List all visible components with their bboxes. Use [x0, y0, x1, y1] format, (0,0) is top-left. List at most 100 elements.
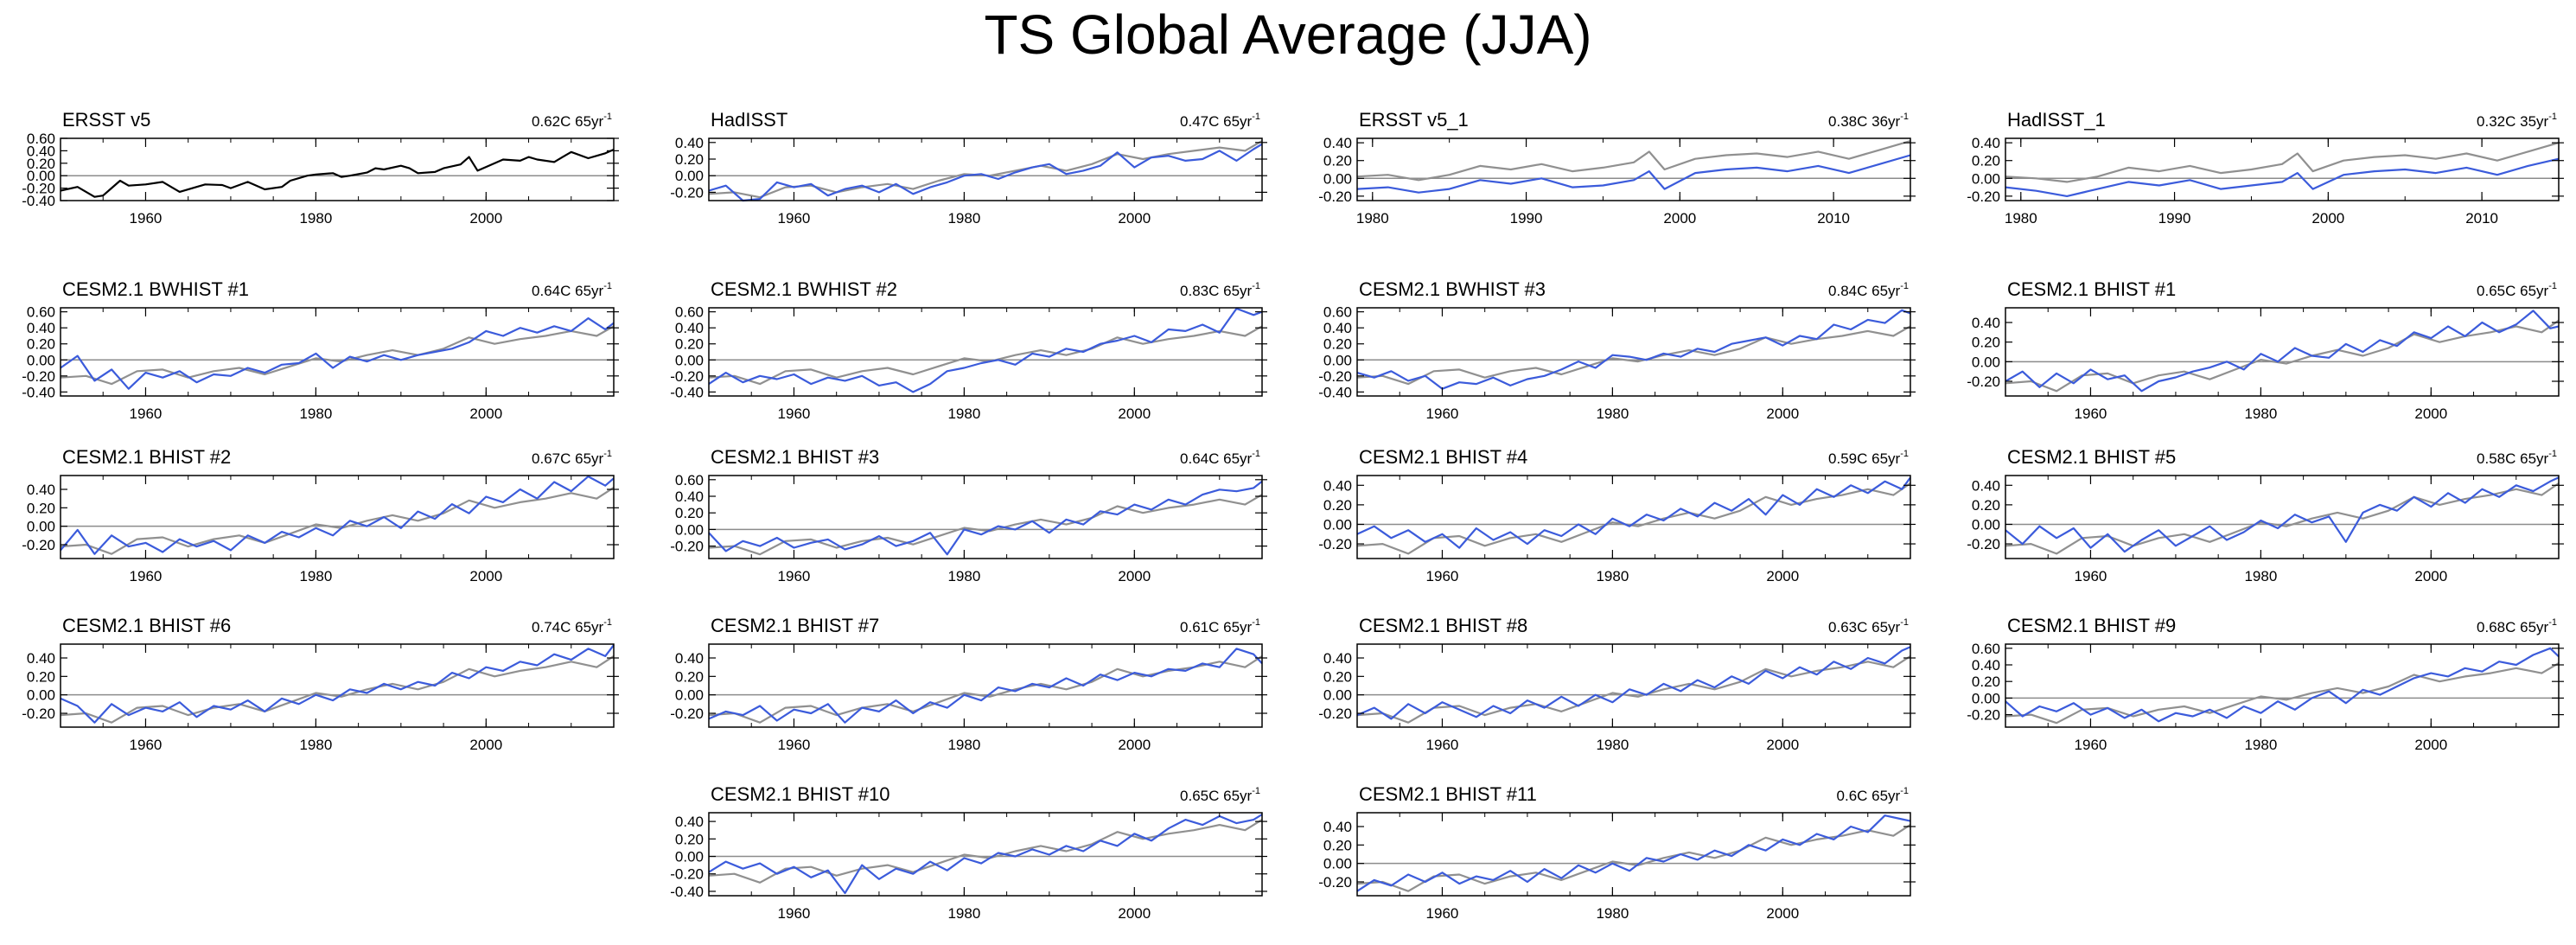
panel-title: CESM2.1 BHIST #1 — [2007, 278, 2176, 300]
y-tick-label: 0.20 — [675, 831, 704, 847]
x-tick-label: 1960 — [1426, 568, 1459, 584]
panel-title: CESM2.1 BHIST #11 — [1359, 783, 1537, 805]
trend-label: 0.32C 35yr-1 — [2477, 112, 2557, 130]
y-tick-label: 0.00 — [1972, 170, 2000, 187]
panel-title: HadISST_1 — [2007, 109, 2106, 131]
y-tick-label: 0.40 — [27, 143, 55, 159]
y-tick-label: -0.40 — [670, 884, 704, 900]
x-tick-label: 2000 — [1766, 405, 1799, 422]
x-tick-label: 1980 — [947, 210, 980, 227]
y-tick-label: 0.40 — [675, 320, 704, 336]
series-line — [708, 307, 1263, 393]
series-line — [708, 814, 1263, 895]
panel-title: CESM2.1 BHIST #2 — [62, 446, 231, 468]
trend-exponent: -1 — [603, 281, 612, 291]
y-tick-label: 0.20 — [27, 336, 55, 353]
y-tick-label: 0.20 — [1323, 837, 1352, 853]
y-tick-label: -0.40 — [670, 384, 704, 400]
y-tick-label: -0.20 — [22, 706, 55, 722]
y-tick-label: -0.20 — [670, 184, 704, 201]
panel-title: CESM2.1 BHIST #3 — [711, 446, 879, 468]
trend-exponent: -1 — [603, 617, 612, 628]
plot-frame — [1356, 812, 1911, 897]
chart-panel: CESM2.1 BHIST #3 0.64C 65yr-1 1960 1980 2000… — [670, 446, 1267, 584]
chart-panel: CESM2.1 BHIST #8 0.63C 65yr-1 1960 1980 2000… — [1318, 615, 1916, 753]
chart-panel: ERSST v5 0.62C 65yr-1 1960 1980 2000 0.600.40… — [22, 109, 619, 227]
y-tick-label: 0.20 — [1323, 497, 1352, 514]
y-tick-label: 0.20 — [1323, 153, 1352, 169]
y-tick-label: 0.40 — [1323, 650, 1352, 667]
y-tick-label: 0.00 — [1323, 170, 1352, 187]
trend-label: 0.62C 65yr-1 — [532, 112, 612, 130]
y-tick-label: 0.20 — [1972, 335, 2000, 351]
x-tick-label: 1960 — [130, 737, 163, 753]
trend-value: 0.64C 65yr — [532, 283, 603, 299]
panel-title: HadISST — [711, 109, 787, 131]
y-tick-label: -0.20 — [670, 706, 704, 722]
series-line — [708, 139, 1263, 199]
y-tick-label: -0.20 — [1318, 368, 1352, 385]
x-tick-label: 1980 — [299, 568, 332, 584]
y-tick-label: 0.40 — [1972, 657, 2000, 674]
plot-frame — [60, 475, 615, 559]
series-line — [1356, 823, 1911, 892]
y-tick-label: 0.20 — [27, 156, 55, 172]
series-line — [1356, 814, 1911, 892]
y-tick-label: 0.40 — [27, 482, 55, 498]
y-tick-label: -0.20 — [1318, 706, 1352, 722]
x-tick-label: 2010 — [2465, 210, 2498, 227]
trend-value: 0.32C 35yr — [2477, 113, 2548, 130]
y-tick-label: 0.20 — [1323, 668, 1352, 685]
y-tick-label: -0.20 — [1967, 707, 2000, 724]
y-tick-label: 0.00 — [1323, 516, 1352, 533]
trend-value: 0.62C 65yr — [532, 113, 603, 130]
y-tick-label: 0.20 — [27, 668, 55, 685]
series-line — [60, 654, 615, 724]
panel-title: CESM2.1 BHIST #9 — [2007, 615, 2176, 636]
trend-value: 0.68C 65yr — [2477, 619, 2548, 635]
chart-panel: CESM2.1 BWHIST #3 0.84C 65yr-1 1960 1980 200… — [1318, 278, 1916, 422]
x-tick-label: 1980 — [947, 737, 980, 753]
trend-label: 0.68C 65yr-1 — [2477, 617, 2557, 635]
series-line — [2005, 647, 2560, 723]
trend-exponent: -1 — [1900, 281, 1909, 291]
y-tick-label: 0.40 — [1972, 477, 2000, 494]
chart-panel: HadISST_1 0.32C 35yr-1 1980 1990 2000 2010 0.4… — [1967, 109, 2564, 227]
trend-label: 0.6C 65yr-1 — [1837, 786, 1909, 804]
y-tick-label: 0.20 — [675, 668, 704, 685]
y-tick-label: 0.40 — [1323, 819, 1352, 835]
chart-panel: CESM2.1 BHIST #6 0.74C 65yr-1 1960 1980 2000… — [22, 615, 619, 753]
trend-exponent: -1 — [1900, 449, 1909, 459]
x-tick-label: 1990 — [2158, 210, 2191, 227]
x-tick-label: 1980 — [947, 405, 980, 422]
x-tick-label: 2000 — [2311, 210, 2344, 227]
x-tick-label: 2000 — [1118, 905, 1151, 922]
figure-title: TS Global Average (JJA) — [984, 3, 1592, 66]
plot-frame — [2005, 475, 2560, 559]
trend-label: 0.63C 65yr-1 — [1828, 617, 1909, 635]
y-tick-label: 0.00 — [27, 352, 55, 368]
trend-value: 0.6C 65yr — [1837, 788, 1901, 804]
x-tick-label: 2000 — [1118, 568, 1151, 584]
x-tick-label: 1980 — [2005, 210, 2037, 227]
series-line — [60, 317, 615, 390]
y-tick-label: 0.00 — [1323, 856, 1352, 872]
x-tick-label: 1960 — [778, 737, 811, 753]
x-tick-label: 1960 — [2075, 568, 2107, 584]
x-tick-label: 2000 — [469, 737, 502, 753]
x-tick-label: 1960 — [2075, 737, 2107, 753]
plot-frame — [2005, 137, 2560, 201]
y-tick-label: -0.20 — [22, 368, 55, 385]
trend-label: 0.64C 65yr-1 — [532, 281, 612, 299]
y-tick-label: -0.20 — [1318, 188, 1352, 205]
panel-title: CESM2.1 BHIST #5 — [2007, 446, 2176, 468]
trend-exponent: -1 — [2548, 449, 2557, 459]
plot-frame — [708, 475, 1263, 559]
x-tick-label: 1980 — [1596, 405, 1629, 422]
trend-label: 0.74C 65yr-1 — [532, 617, 612, 635]
x-tick-label: 1960 — [130, 210, 163, 227]
panel-title: CESM2.1 BWHIST #1 — [62, 278, 249, 300]
y-tick-label: 0.00 — [675, 849, 704, 865]
x-tick-label: 1980 — [2244, 405, 2277, 422]
